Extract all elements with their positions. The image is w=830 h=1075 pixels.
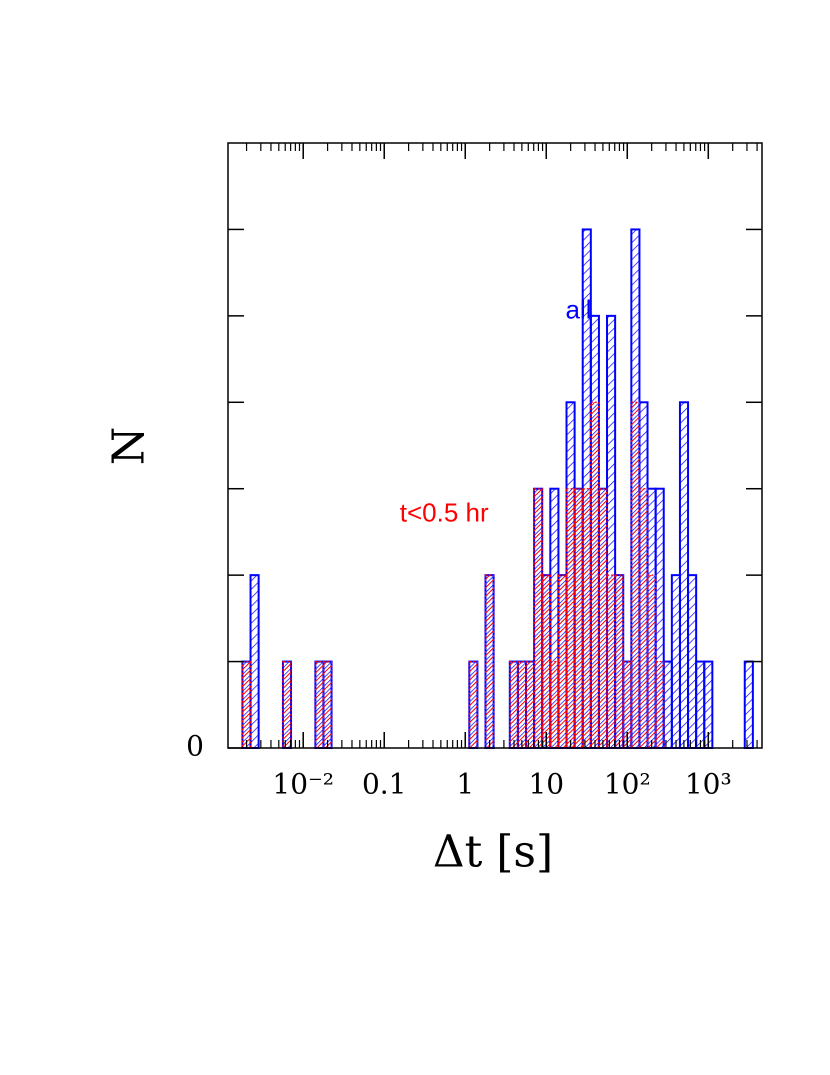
bar <box>638 488 649 749</box>
bar <box>541 574 551 749</box>
x-axis-label: Δt [s] <box>433 827 553 878</box>
x-tick-label: 10⁻² <box>272 768 334 801</box>
y-axis-label: N <box>104 427 155 466</box>
bar <box>484 574 495 749</box>
bar <box>241 660 252 749</box>
bar <box>695 660 706 749</box>
bar <box>678 401 690 749</box>
x-tick-label: 1 <box>456 768 474 801</box>
bar <box>249 574 260 750</box>
y-tick-label: 0 <box>186 730 204 763</box>
bar <box>598 488 608 749</box>
bar <box>549 660 560 749</box>
bar <box>525 660 535 749</box>
x-tick-label: 10³ <box>685 768 732 801</box>
bar <box>282 660 292 749</box>
bar <box>622 660 632 749</box>
bar <box>574 488 584 749</box>
annotation: t<0.5 hr <box>400 498 489 528</box>
bar <box>565 488 576 749</box>
bar <box>687 574 698 750</box>
bar <box>314 660 325 749</box>
bar <box>670 574 681 750</box>
bar <box>322 660 333 749</box>
bar <box>517 660 527 749</box>
bar <box>630 401 641 749</box>
bar <box>606 574 616 749</box>
bar <box>533 488 543 749</box>
bar <box>590 401 600 749</box>
bar <box>743 660 754 749</box>
x-tick-label: 10 <box>528 768 564 801</box>
bar <box>582 488 592 749</box>
x-tick-label: 0.1 <box>362 768 407 801</box>
bar <box>655 660 665 749</box>
bar <box>646 574 657 749</box>
plot-frame <box>227 142 763 749</box>
annotation: all <box>565 294 591 324</box>
bar <box>468 660 479 749</box>
bar <box>662 660 673 749</box>
x-tick-label: 10² <box>604 768 651 801</box>
bar <box>557 574 568 749</box>
bar <box>509 660 519 749</box>
bar <box>614 574 624 749</box>
